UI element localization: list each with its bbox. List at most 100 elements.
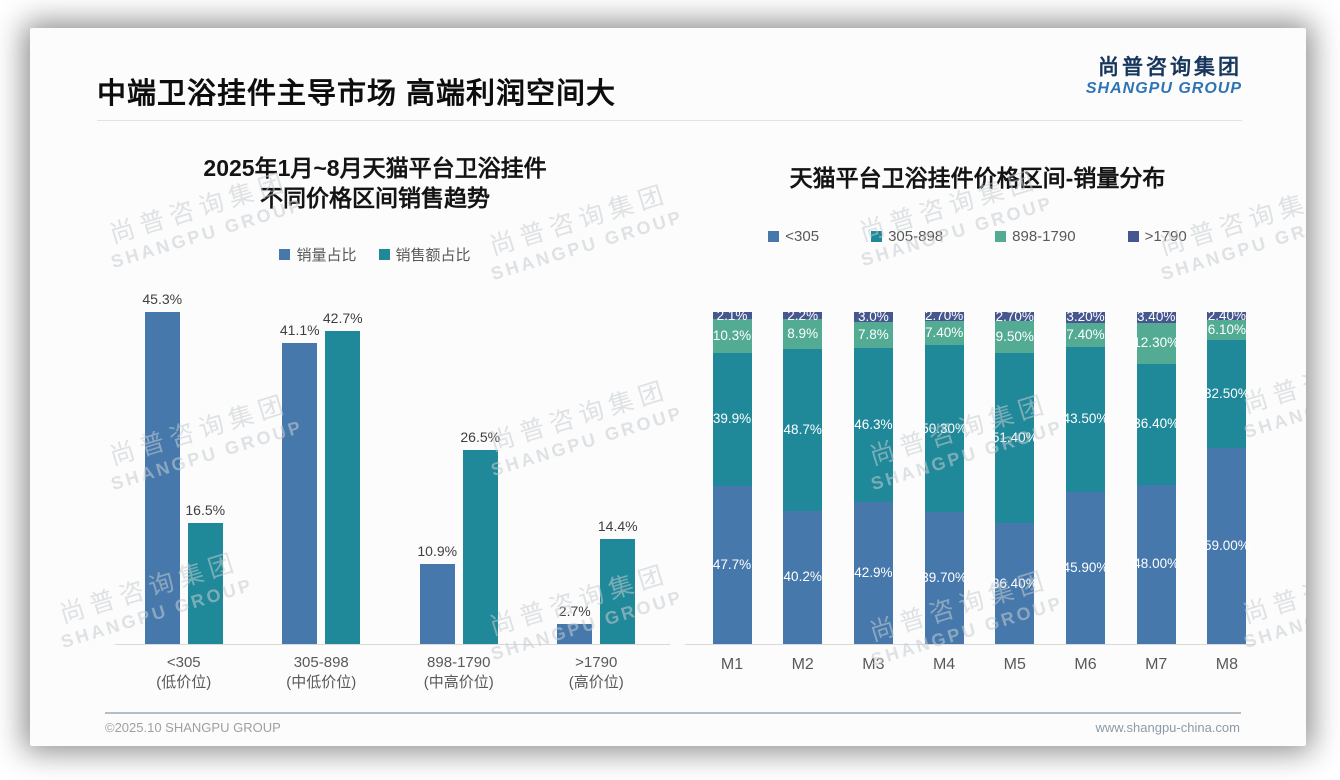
segment-value-label: 39.70% — [921, 570, 967, 586]
x-tick-label: <305 (低价位) — [156, 653, 211, 693]
bar-segment: 7.40% — [1066, 322, 1105, 348]
bar-segment: 40.2% — [783, 510, 823, 644]
bar-value-label: 10.9% — [417, 543, 458, 560]
bar-value-label: 45.3% — [142, 291, 183, 308]
bar-segment: 2.1% — [712, 308, 752, 322]
bar-segment: 7.40% — [924, 320, 964, 346]
logo-chinese-name: 尚普咨询集团 — [1098, 56, 1242, 79]
bar-segment: 10.3% — [712, 318, 752, 354]
logo-english-name: SHANGPU GROUP — [1085, 80, 1242, 98]
bar-value-label: 16.5% — [185, 502, 226, 519]
legend-label: 898-1790 — [1012, 228, 1076, 245]
segment-value-label: 36.40% — [1133, 416, 1180, 432]
bar-segment: 46.3% — [853, 347, 893, 502]
legend-swatch — [871, 231, 883, 242]
segment-value-label: 12.30% — [1133, 335, 1180, 351]
bar-segment: 2.2% — [783, 308, 823, 322]
x-tick-label: M5 — [1003, 656, 1026, 673]
segment-value-label: 7.40% — [1066, 326, 1105, 342]
segment-value-label: 47.7% — [712, 556, 752, 572]
bar-value-label: 41.1% — [279, 322, 320, 339]
bar — [557, 624, 593, 644]
left-chart-title: 2025年1月~8月天猫平台卫浴挂件 不同价格区间销售趋势 — [95, 153, 655, 213]
segment-value-label: 48.00% — [1133, 556, 1180, 572]
bar — [325, 331, 361, 644]
segment-value-label: 36.40% — [991, 575, 1038, 591]
bar-segment: 2.40% — [1207, 309, 1247, 323]
legend-item: >1790 — [1127, 228, 1187, 245]
page-title: 中端卫浴挂件主导市场 高端利润空间大 — [97, 78, 617, 110]
segment-value-label: 2.70% — [924, 308, 964, 324]
bar — [600, 538, 636, 644]
segment-value-label: 9.50% — [995, 328, 1034, 344]
bar-segment: 2.70% — [924, 308, 964, 324]
segment-value-label: 2.2% — [787, 307, 819, 323]
segment-value-label: 8.9% — [787, 326, 819, 342]
bar — [419, 564, 455, 644]
bar-segment: 39.9% — [712, 353, 752, 486]
x-tick-label: M7 — [1145, 656, 1168, 673]
bar-segment: 7.8% — [853, 321, 893, 348]
bar-segment: 9.50% — [995, 320, 1035, 353]
bar — [462, 450, 498, 644]
segment-value-label: 10.3% — [712, 328, 752, 344]
bar-value-label: 42.7% — [322, 310, 363, 327]
bar-segment: 3.0% — [853, 310, 893, 324]
bar-segment: 3.40% — [1136, 309, 1176, 325]
x-tick-line: (低价位) — [156, 674, 212, 691]
bar-value-label: 14.4% — [597, 517, 638, 534]
bar-segment: 6.10% — [1207, 319, 1247, 341]
segment-value-label: 2.70% — [995, 308, 1034, 324]
bar-value-label: 26.5% — [460, 429, 501, 446]
segment-value-label: 43.50% — [1062, 411, 1109, 427]
legend-item: 销售额占比 — [378, 244, 471, 265]
bar-segment: 36.40% — [1133, 363, 1179, 485]
segment-value-label: 51.40% — [991, 429, 1038, 445]
left-chart-title-line2: 不同价格区间销售趋势 — [260, 185, 490, 211]
slide: 中端卫浴挂件主导市场 高端利润空间大 尚普咨询集团 SHANGPU GROUP … — [30, 28, 1306, 746]
segment-value-label: 45.90% — [1062, 559, 1109, 575]
segment-value-label: 7.40% — [924, 324, 964, 340]
legend-swatch — [378, 249, 390, 260]
bar-value-label: 2.7% — [558, 603, 591, 620]
legend-item: <305 — [768, 228, 819, 245]
segment-value-label: 59.00% — [1204, 538, 1250, 554]
x-tick-line: <305 — [166, 654, 201, 671]
segment-value-label: 50.30% — [921, 420, 967, 436]
bar-segment: 59.00% — [1204, 448, 1250, 644]
bar-segment: 48.7% — [783, 348, 823, 511]
x-tick-label: M6 — [1074, 656, 1097, 673]
bar-segment: 8.9% — [783, 319, 823, 349]
company-logo: 尚普咨询集团 SHANGPU GROUP — [1086, 56, 1242, 99]
bar-segment: 42.9% — [853, 501, 893, 644]
segment-value-label: 6.10% — [1207, 322, 1247, 338]
footer-copyright: ©2025.10 SHANGPU GROUP — [105, 720, 281, 735]
title-divider — [97, 120, 1242, 121]
bar-segment: 32.50% — [1204, 340, 1250, 449]
bar-segment: 47.7% — [712, 485, 752, 644]
segment-value-label: 32.50% — [1204, 386, 1250, 402]
x-tick-label: 305-898 (中低价位) — [286, 653, 356, 693]
segment-value-label: 40.2% — [783, 569, 822, 585]
x-tick-line: 305-898 — [293, 654, 349, 671]
legend-swatch — [1127, 231, 1139, 242]
legend-item: 305-898 — [871, 228, 943, 245]
x-tick-label: M8 — [1215, 656, 1239, 673]
x-tick-label: >1790 (高价位) — [569, 653, 624, 693]
bar-segment: 48.00% — [1133, 484, 1179, 644]
bar-segment: 43.50% — [1063, 347, 1108, 492]
bar-segment: 50.30% — [921, 345, 967, 513]
legend-item: 销量占比 — [279, 244, 357, 265]
segment-value-label: 3.40% — [1137, 309, 1176, 325]
bar — [282, 343, 318, 644]
legend-label: 305-898 — [888, 228, 944, 245]
segment-value-label: 42.9% — [854, 564, 893, 580]
segment-value-label: 46.3% — [854, 416, 893, 432]
legend-label: <305 — [785, 228, 820, 245]
footer-divider — [105, 712, 1241, 714]
x-tick-label: M4 — [932, 656, 956, 673]
segment-value-label: 39.9% — [712, 411, 752, 427]
bar-segment: 36.40% — [992, 523, 1038, 644]
bar-segment: 3.20% — [1066, 310, 1105, 324]
x-tick-label: 898-1790 (中高价位) — [424, 653, 494, 693]
